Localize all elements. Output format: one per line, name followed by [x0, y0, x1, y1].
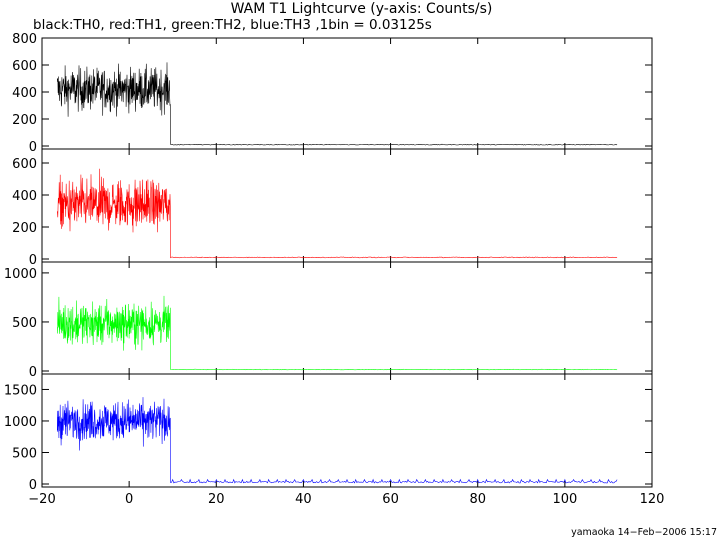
- series-th2: [57, 295, 618, 371]
- y-tick-label: 1000: [4, 267, 37, 282]
- chart-title: WAM T1 Lightcurve (y-axis: Counts/s): [230, 1, 493, 17]
- x-tick-label: 100: [552, 492, 577, 507]
- chart-subtitle-legend: black:TH0, red:TH1, green:TH2, blue:TH3 …: [33, 17, 432, 33]
- x-tick-label: −20: [28, 492, 55, 507]
- y-tick-label: 400: [12, 189, 37, 204]
- y-tick-label: 0: [29, 253, 37, 268]
- y-tick-label: 500: [12, 316, 37, 331]
- series-th3: [57, 397, 618, 484]
- y-tick-label: 800: [12, 32, 37, 47]
- y-tick-label: 1000: [4, 415, 37, 430]
- y-tick-label: 200: [12, 113, 37, 128]
- y-tick-label: 400: [12, 86, 37, 101]
- footer-credit: yamaoka 14−Feb−2006 15:17: [571, 527, 717, 538]
- panel-th0: 0 200 400 600 800: [12, 32, 653, 155]
- x-tick-label: 20: [208, 492, 225, 507]
- panel-th3: 0 500 1000 1500: [4, 373, 653, 493]
- y-tick-label: 0: [29, 478, 37, 493]
- series-th1: [57, 168, 618, 259]
- y-tick-label: 600: [12, 157, 37, 172]
- y-tick-label: 200: [12, 221, 37, 236]
- y-tick-label: 0: [29, 140, 37, 155]
- panel-th1: 0 200 400 600: [12, 148, 653, 268]
- panel-th2: 0 500 1000: [4, 261, 653, 380]
- panel-frame: [41, 373, 653, 488]
- y-tick-label: 500: [12, 446, 37, 461]
- y-tick-label: 600: [12, 59, 37, 74]
- x-tick-label: 60: [382, 492, 399, 507]
- x-tick-label: 80: [469, 492, 486, 507]
- x-tick-label: 40: [295, 492, 312, 507]
- y-tick-label: 0: [29, 365, 37, 380]
- y-tick-label: 1500: [4, 383, 37, 398]
- series-th0: [57, 62, 618, 146]
- x-tick-label: 0: [125, 492, 133, 507]
- x-tick-label: 120: [640, 492, 665, 507]
